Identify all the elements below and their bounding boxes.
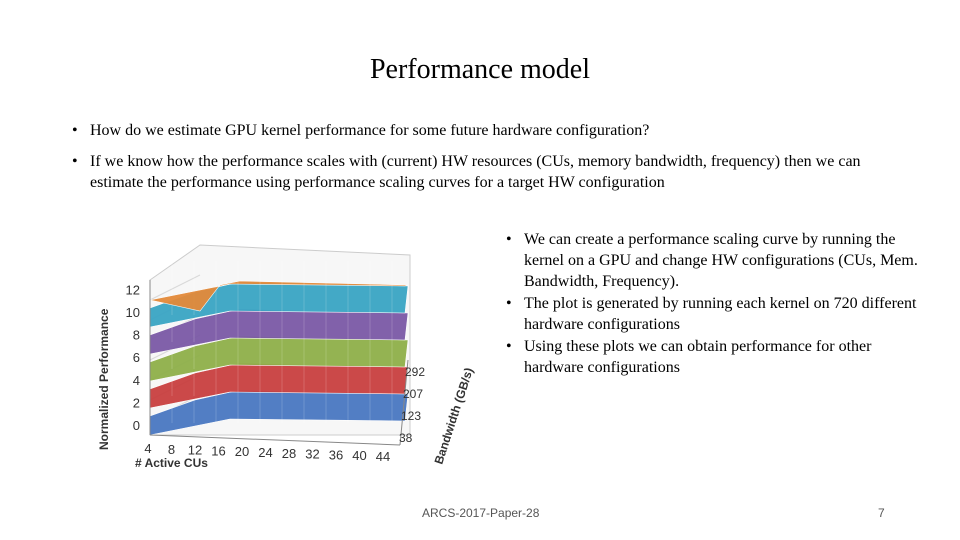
x-tick-label: 8 bbox=[168, 442, 175, 457]
x-tick-label: 24 bbox=[258, 445, 272, 460]
bullet-item: • How do we estimate GPU kernel performan… bbox=[72, 120, 892, 141]
x-tick-label: 28 bbox=[282, 446, 296, 461]
x-tick-label: 20 bbox=[235, 444, 249, 459]
bullet-glyph: • bbox=[506, 231, 512, 248]
y-tick-label: 6 bbox=[133, 350, 140, 365]
x-tick-label: 44 bbox=[376, 449, 390, 464]
bullet-text: If we know how the performance scales wi… bbox=[90, 153, 861, 191]
chart-axes bbox=[149, 280, 409, 446]
side-bullet-list: • We can create a performance scaling cur… bbox=[506, 229, 926, 379]
z-tick-label: 38 bbox=[399, 431, 413, 445]
z-tick-label: 292 bbox=[405, 365, 425, 379]
x-axis-ticks: 4 8 12 16 20 24 28 32 36 40 44 bbox=[144, 441, 390, 464]
y-tick-label: 2 bbox=[133, 395, 140, 410]
z-tick-label: 207 bbox=[403, 387, 423, 401]
x-tick-label: 12 bbox=[188, 443, 202, 458]
bullet-glyph: • bbox=[72, 153, 78, 170]
bullet-text: We can create a performance scaling curv… bbox=[524, 231, 918, 290]
z-axis-ticks: 38 123 207 292 bbox=[399, 365, 425, 445]
y-tick-label: 10 bbox=[126, 305, 140, 320]
x-tick-label: 16 bbox=[211, 443, 225, 458]
bullet-glyph: • bbox=[72, 122, 78, 139]
top-bullet-list: • How do we estimate GPU kernel performan… bbox=[72, 120, 892, 203]
bullet-text: The plot is generated by running each ke… bbox=[524, 295, 917, 333]
x-axis-label: # Active CUs bbox=[135, 456, 208, 470]
z-tick-label: 123 bbox=[401, 409, 421, 423]
y-tick-label: 4 bbox=[133, 373, 140, 388]
y-tick-label: 8 bbox=[133, 328, 140, 343]
surface-band bbox=[149, 308, 409, 355]
z-axis-label: Bandwidth (GB/s) bbox=[432, 366, 476, 466]
bullet-item: • Using these plots we can obtain perform… bbox=[506, 336, 926, 378]
y-axis-label: Normalized Performance bbox=[97, 308, 111, 450]
bullet-item: • If we know how the performance scales w… bbox=[72, 151, 892, 193]
x-tick-label: 32 bbox=[305, 447, 319, 462]
bullet-item: • We can create a performance scaling cur… bbox=[506, 229, 926, 292]
surface-band bbox=[149, 280, 409, 312]
x-tick-label: 4 bbox=[144, 441, 151, 456]
bullet-glyph: • bbox=[506, 295, 512, 312]
x-tick-label: 40 bbox=[352, 448, 366, 463]
surface-band bbox=[149, 362, 409, 409]
bullet-text: Using these plots we can obtain performa… bbox=[524, 338, 872, 376]
x-tick-label: 36 bbox=[329, 447, 343, 462]
bullet-item: • The plot is generated by running each k… bbox=[506, 293, 926, 335]
bullet-text: How do we estimate GPU kernel performanc… bbox=[90, 122, 650, 139]
y-tick-label: 0 bbox=[133, 418, 140, 433]
footer-paper-id: ARCS-2017-Paper-28 bbox=[422, 506, 540, 520]
page-number: 7 bbox=[878, 506, 885, 520]
surface-bands bbox=[149, 261, 409, 436]
y-tick-label: 12 bbox=[126, 282, 140, 297]
y-axis-ticks: 0 2 4 6 8 10 12 bbox=[126, 282, 140, 433]
slide-title: Performance model bbox=[369, 54, 591, 85]
surface-band bbox=[149, 335, 409, 382]
surface-band bbox=[149, 389, 409, 436]
bullet-glyph: • bbox=[506, 338, 512, 355]
